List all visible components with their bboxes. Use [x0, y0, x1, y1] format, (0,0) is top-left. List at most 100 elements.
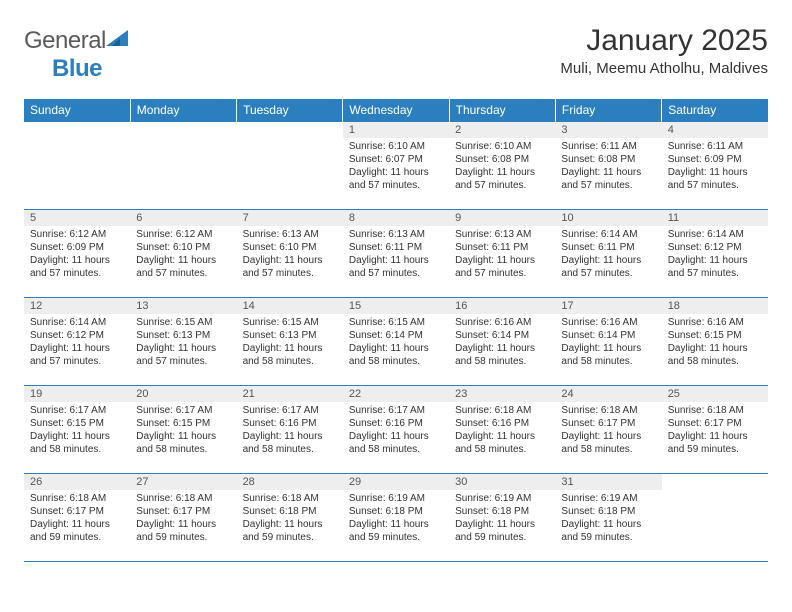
sunset-text: Sunset: 6:17 PM: [668, 417, 762, 430]
sunset-text: Sunset: 6:09 PM: [668, 153, 762, 166]
calendar-cell: 28Sunrise: 6:18 AMSunset: 6:18 PMDayligh…: [237, 474, 343, 562]
day-number: 29: [343, 474, 449, 490]
day-number: 13: [130, 298, 236, 314]
daylight-text: Daylight: 11 hours and 57 minutes.: [136, 342, 230, 368]
day-number: 6: [130, 210, 236, 226]
calendar-cell: 8Sunrise: 6:13 AMSunset: 6:11 PMDaylight…: [343, 210, 449, 298]
day-number: 9: [449, 210, 555, 226]
day-info: Sunrise: 6:18 AMSunset: 6:18 PMDaylight:…: [237, 490, 343, 548]
daylight-text: Daylight: 11 hours and 57 minutes.: [30, 254, 124, 280]
col-tuesday: Tuesday: [237, 99, 343, 122]
daylight-text: Daylight: 11 hours and 59 minutes.: [349, 518, 443, 544]
sunrise-text: Sunrise: 6:17 AM: [349, 404, 443, 417]
sunset-text: Sunset: 6:18 PM: [243, 505, 337, 518]
daylight-text: Daylight: 11 hours and 58 minutes.: [136, 430, 230, 456]
sunset-text: Sunset: 6:14 PM: [349, 329, 443, 342]
sunrise-text: Sunrise: 6:11 AM: [668, 140, 762, 153]
sunset-text: Sunset: 6:11 PM: [561, 241, 655, 254]
sunrise-text: Sunrise: 6:12 AM: [30, 228, 124, 241]
sunrise-text: Sunrise: 6:19 AM: [561, 492, 655, 505]
day-number: 14: [237, 298, 343, 314]
sunset-text: Sunset: 6:13 PM: [136, 329, 230, 342]
day-info: Sunrise: 6:15 AMSunset: 6:13 PMDaylight:…: [130, 314, 236, 372]
sunrise-text: Sunrise: 6:14 AM: [561, 228, 655, 241]
daylight-text: Daylight: 11 hours and 57 minutes.: [668, 254, 762, 280]
col-sunday: Sunday: [24, 99, 130, 122]
day-number: 31: [555, 474, 661, 490]
daylight-text: Daylight: 11 hours and 57 minutes.: [30, 342, 124, 368]
daylight-text: Daylight: 11 hours and 57 minutes.: [243, 254, 337, 280]
sunrise-text: Sunrise: 6:14 AM: [668, 228, 762, 241]
calendar-row: 5Sunrise: 6:12 AMSunset: 6:09 PMDaylight…: [24, 210, 768, 298]
page-header: General Blue January 2025 Muli, Meemu At…: [24, 24, 768, 83]
sunset-text: Sunset: 6:18 PM: [455, 505, 549, 518]
calendar-cell: [662, 474, 768, 562]
sunrise-text: Sunrise: 6:10 AM: [455, 140, 549, 153]
sunset-text: Sunset: 6:13 PM: [243, 329, 337, 342]
sunset-text: Sunset: 6:10 PM: [243, 241, 337, 254]
daylight-text: Daylight: 11 hours and 59 minutes.: [243, 518, 337, 544]
sunset-text: Sunset: 6:14 PM: [561, 329, 655, 342]
calendar-cell: [24, 122, 130, 210]
calendar-cell: 14Sunrise: 6:15 AMSunset: 6:13 PMDayligh…: [237, 298, 343, 386]
sunrise-text: Sunrise: 6:14 AM: [30, 316, 124, 329]
month-title: January 2025: [560, 24, 768, 58]
day-info: Sunrise: 6:18 AMSunset: 6:17 PMDaylight:…: [24, 490, 130, 548]
sunrise-text: Sunrise: 6:16 AM: [455, 316, 549, 329]
day-number: 20: [130, 386, 236, 402]
day-number: 1: [343, 122, 449, 138]
day-number: 27: [130, 474, 236, 490]
sunset-text: Sunset: 6:16 PM: [243, 417, 337, 430]
sunset-text: Sunset: 6:17 PM: [561, 417, 655, 430]
day-info: Sunrise: 6:18 AMSunset: 6:17 PMDaylight:…: [662, 402, 768, 460]
sunrise-text: Sunrise: 6:17 AM: [30, 404, 124, 417]
calendar-cell: 29Sunrise: 6:19 AMSunset: 6:18 PMDayligh…: [343, 474, 449, 562]
weekday-header-row: Sunday Monday Tuesday Wednesday Thursday…: [24, 99, 768, 122]
sunset-text: Sunset: 6:11 PM: [455, 241, 549, 254]
daylight-text: Daylight: 11 hours and 58 minutes.: [243, 430, 337, 456]
sunrise-text: Sunrise: 6:15 AM: [243, 316, 337, 329]
location-text: Muli, Meemu Atholhu, Maldives: [560, 60, 768, 77]
day-info: Sunrise: 6:17 AMSunset: 6:15 PMDaylight:…: [130, 402, 236, 460]
daylight-text: Daylight: 11 hours and 58 minutes.: [561, 430, 655, 456]
day-info: Sunrise: 6:19 AMSunset: 6:18 PMDaylight:…: [555, 490, 661, 548]
calendar-cell: [237, 122, 343, 210]
logo-text-general: General: [24, 27, 106, 54]
sunrise-text: Sunrise: 6:13 AM: [455, 228, 549, 241]
calendar-cell: 27Sunrise: 6:18 AMSunset: 6:17 PMDayligh…: [130, 474, 236, 562]
calendar-cell: [130, 122, 236, 210]
day-info: Sunrise: 6:18 AMSunset: 6:17 PMDaylight:…: [555, 402, 661, 460]
sunrise-text: Sunrise: 6:18 AM: [561, 404, 655, 417]
day-info: Sunrise: 6:17 AMSunset: 6:16 PMDaylight:…: [237, 402, 343, 460]
calendar-row: 19Sunrise: 6:17 AMSunset: 6:15 PMDayligh…: [24, 386, 768, 474]
day-number: 3: [555, 122, 661, 138]
sunrise-text: Sunrise: 6:10 AM: [349, 140, 443, 153]
sunrise-text: Sunrise: 6:18 AM: [136, 492, 230, 505]
sunset-text: Sunset: 6:09 PM: [30, 241, 124, 254]
sunset-text: Sunset: 6:11 PM: [349, 241, 443, 254]
daylight-text: Daylight: 11 hours and 57 minutes.: [455, 166, 549, 192]
sunset-text: Sunset: 6:12 PM: [668, 241, 762, 254]
day-number: 5: [24, 210, 130, 226]
day-number: 19: [24, 386, 130, 402]
col-saturday: Saturday: [662, 99, 768, 122]
daylight-text: Daylight: 11 hours and 57 minutes.: [349, 254, 443, 280]
day-number: 26: [24, 474, 130, 490]
calendar-cell: 21Sunrise: 6:17 AMSunset: 6:16 PMDayligh…: [237, 386, 343, 474]
sunset-text: Sunset: 6:16 PM: [455, 417, 549, 430]
daylight-text: Daylight: 11 hours and 57 minutes.: [136, 254, 230, 280]
sunset-text: Sunset: 6:18 PM: [561, 505, 655, 518]
day-info: Sunrise: 6:18 AMSunset: 6:16 PMDaylight:…: [449, 402, 555, 460]
sunset-text: Sunset: 6:14 PM: [455, 329, 549, 342]
day-info: Sunrise: 6:15 AMSunset: 6:14 PMDaylight:…: [343, 314, 449, 372]
day-info: Sunrise: 6:16 AMSunset: 6:14 PMDaylight:…: [555, 314, 661, 372]
sunrise-text: Sunrise: 6:16 AM: [561, 316, 655, 329]
calendar-row: 1Sunrise: 6:10 AMSunset: 6:07 PMDaylight…: [24, 122, 768, 210]
day-info: Sunrise: 6:14 AMSunset: 6:11 PMDaylight:…: [555, 226, 661, 284]
calendar-cell: 13Sunrise: 6:15 AMSunset: 6:13 PMDayligh…: [130, 298, 236, 386]
sunrise-text: Sunrise: 6:16 AM: [668, 316, 762, 329]
daylight-text: Daylight: 11 hours and 59 minutes.: [668, 430, 762, 456]
daylight-text: Daylight: 11 hours and 59 minutes.: [30, 518, 124, 544]
day-info: Sunrise: 6:10 AMSunset: 6:07 PMDaylight:…: [343, 138, 449, 196]
calendar-cell: 15Sunrise: 6:15 AMSunset: 6:14 PMDayligh…: [343, 298, 449, 386]
